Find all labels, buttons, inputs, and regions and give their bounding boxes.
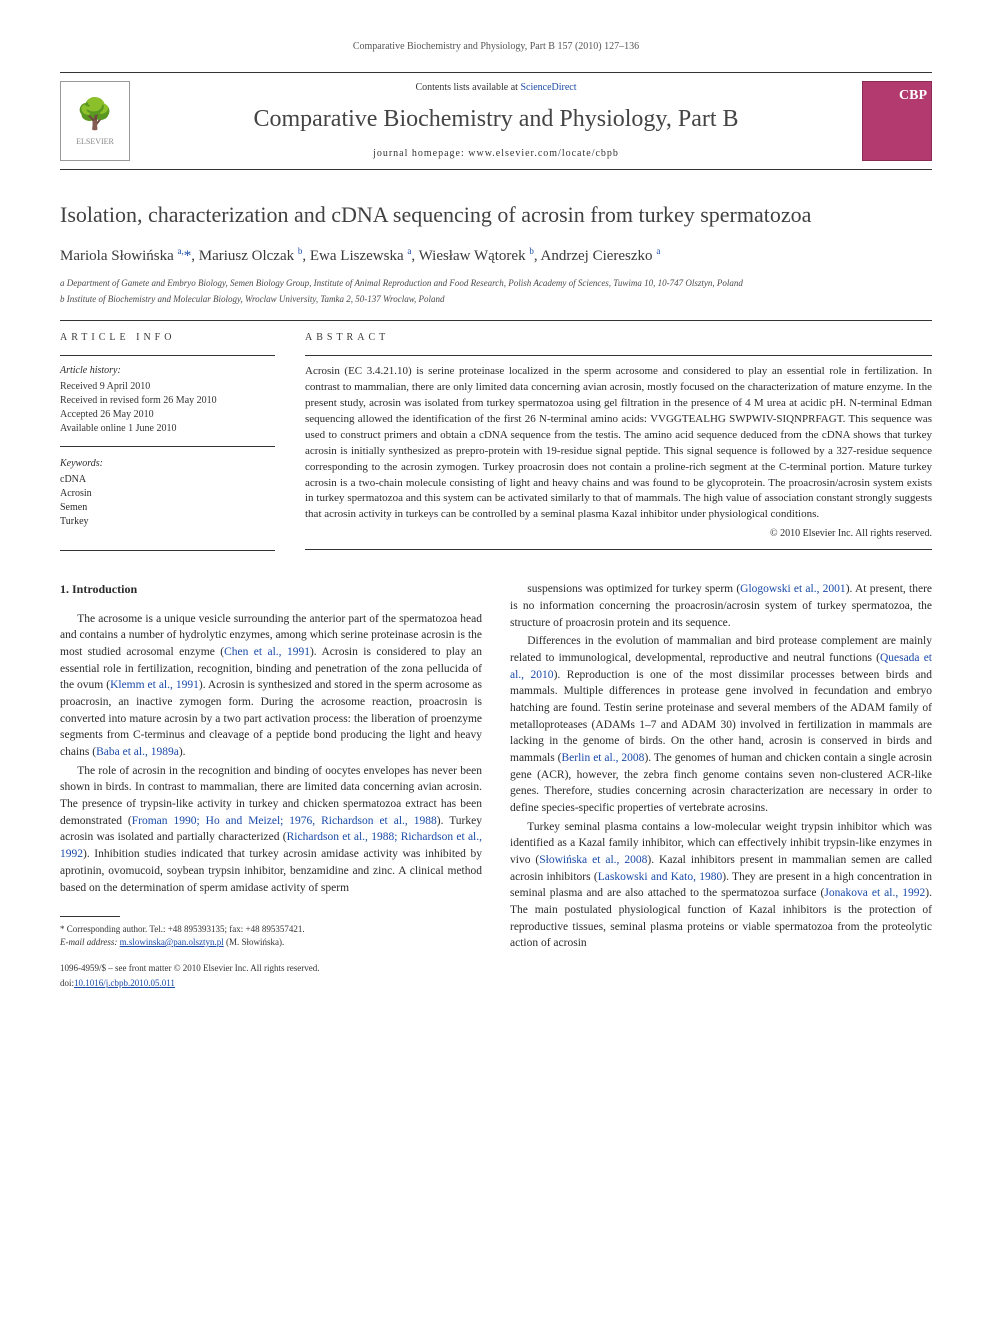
masthead: 🌳 ELSEVIER Contents lists available at S…: [60, 72, 932, 170]
keyword: Acrosin: [60, 487, 275, 501]
footnote-separator: [60, 916, 120, 917]
doi-line: doi:10.1016/j.cbpb.2010.05.011: [60, 975, 482, 992]
corresponding-author-footnote: * Corresponding author. Tel.: +48 895393…: [60, 923, 482, 948]
sd-prefix: Contents lists available at: [415, 82, 520, 93]
elsevier-label: ELSEVIER: [76, 136, 114, 147]
journal-name: Comparative Biochemistry and Physiology,…: [142, 103, 850, 137]
abstract-copyright: © 2010 Elsevier Inc. All rights reserved…: [305, 527, 932, 541]
body-two-column: 1. Introduction The acrosome is a unique…: [60, 581, 932, 992]
doi-link[interactable]: 10.1016/j.cbpb.2010.05.011: [74, 978, 175, 988]
history-label: Article history:: [60, 364, 275, 378]
keyword: cDNA: [60, 473, 275, 487]
body-paragraph: Differences in the evolution of mammalia…: [510, 633, 932, 816]
divider: [60, 355, 275, 356]
article-info-block: ARTICLE INFO Article history: Received 9…: [60, 331, 275, 550]
sciencedirect-link[interactable]: ScienceDirect: [520, 82, 576, 93]
history-received: Received 9 April 2010: [60, 380, 275, 394]
authors-line: Mariola Słowińska a,*, Mariusz Olczak b,…: [60, 245, 932, 267]
journal-cover-logo: CBP: [862, 81, 932, 161]
tree-icon: 🌳: [76, 94, 113, 136]
body-paragraph: Turkey seminal plasma contains a low-mol…: [510, 819, 932, 952]
divider: [305, 355, 932, 356]
corresponding-email-link[interactable]: m.slowinska@pan.olsztyn.pl: [120, 937, 224, 947]
history-accepted: Accepted 26 May 2010: [60, 408, 275, 422]
affiliation-a: a Department of Gamete and Embryo Biolog…: [60, 277, 932, 290]
footnote-email-label: E-mail address:: [60, 937, 120, 947]
history-revised: Received in revised form 26 May 2010: [60, 394, 275, 408]
front-matter-line: 1096-4959/$ – see front matter © 2010 El…: [60, 962, 482, 975]
footnote-email-suffix: (M. Słowińska).: [224, 937, 285, 947]
keywords-label: Keywords:: [60, 457, 275, 471]
keyword: Turkey: [60, 515, 275, 529]
body-paragraph: suspensions was optimized for turkey spe…: [510, 581, 932, 631]
column-footer: * Corresponding author. Tel.: +48 895393…: [60, 916, 482, 992]
meta-row: ARTICLE INFO Article history: Received 9…: [60, 331, 932, 550]
divider: [60, 320, 932, 321]
article-info-label: ARTICLE INFO: [60, 331, 275, 345]
elsevier-logo: 🌳 ELSEVIER: [60, 81, 130, 161]
article-history: Article history: Received 9 April 2010 R…: [60, 364, 275, 447]
article-title: Isolation, characterization and cDNA seq…: [60, 200, 932, 231]
doi-label: doi:: [60, 978, 74, 988]
keyword: Semen: [60, 501, 275, 515]
history-online: Available online 1 June 2010: [60, 422, 275, 436]
footnote-corr: * Corresponding author. Tel.: +48 895393…: [60, 924, 305, 934]
affiliation-b: b Institute of Biochemistry and Molecula…: [60, 293, 932, 306]
divider: [305, 549, 932, 550]
body-paragraph: The acrosome is a unique vesicle surroun…: [60, 611, 482, 761]
sciencedirect-line: Contents lists available at ScienceDirec…: [142, 81, 850, 95]
body-paragraph: The role of acrosin in the recognition a…: [60, 763, 482, 896]
section-heading-introduction: 1. Introduction: [60, 581, 482, 598]
abstract-label: ABSTRACT: [305, 331, 932, 345]
abstract-block: ABSTRACT Acrosin (EC 3.4.21.10) is serin…: [305, 331, 932, 550]
journal-homepage: journal homepage: www.elsevier.com/locat…: [142, 147, 850, 161]
masthead-center: Contents lists available at ScienceDirec…: [130, 81, 862, 161]
abstract-text: Acrosin (EC 3.4.21.10) is serine protein…: [305, 364, 932, 523]
running-head: Comparative Biochemistry and Physiology,…: [60, 40, 932, 54]
divider: [60, 550, 275, 551]
